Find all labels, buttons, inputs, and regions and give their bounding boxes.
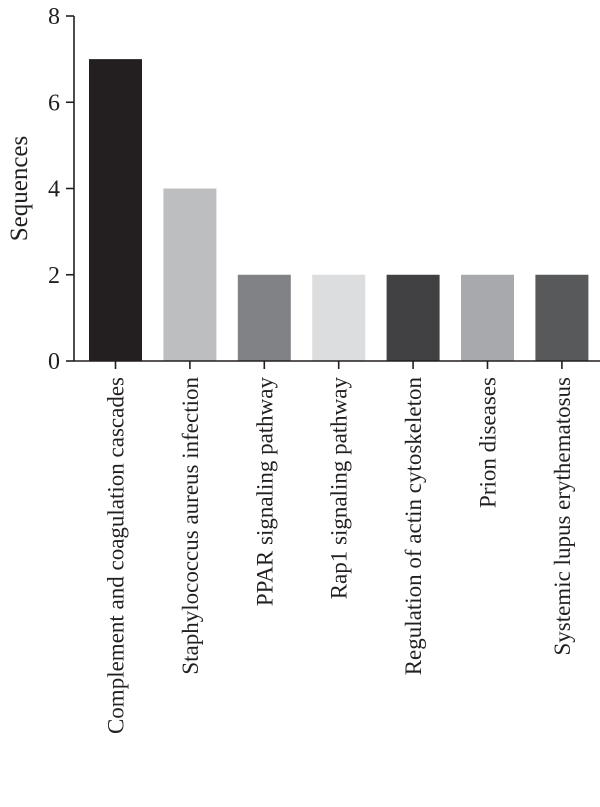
x-tick-label: Systemic lupus erythematosus bbox=[550, 377, 575, 656]
x-tick-label: Prion diseases bbox=[476, 377, 501, 508]
x-tick-label: Regulation of actin cytoskeleton bbox=[401, 377, 426, 676]
bar-5 bbox=[386, 274, 440, 361]
y-tick-label: 8 bbox=[48, 4, 60, 30]
x-tick-label: Staphylococcus aureus infection bbox=[178, 377, 203, 675]
bar-3 bbox=[237, 274, 291, 361]
bar-6 bbox=[461, 274, 514, 361]
x-axis: Complement and coagulation cascades Staph… bbox=[74, 360, 600, 734]
y-axis: 0 2 4 6 8 bbox=[48, 4, 75, 375]
bar-7 bbox=[535, 274, 589, 361]
bars bbox=[89, 59, 589, 361]
y-tick-label: 2 bbox=[48, 263, 60, 289]
bar-4 bbox=[312, 274, 366, 361]
x-tick-label: Complement and coagulation cascades bbox=[104, 377, 129, 734]
y-axis-label: Sequences bbox=[6, 136, 33, 242]
bar-2 bbox=[163, 188, 217, 361]
y-tick-label: 4 bbox=[48, 177, 60, 203]
bar-1 bbox=[89, 59, 142, 361]
x-tick-label: PPAR signaling pathway bbox=[252, 377, 277, 607]
x-tick-label: Rap1 signaling pathway bbox=[327, 377, 352, 600]
y-tick-label: 6 bbox=[48, 90, 60, 116]
y-tick-label: 0 bbox=[48, 349, 60, 375]
